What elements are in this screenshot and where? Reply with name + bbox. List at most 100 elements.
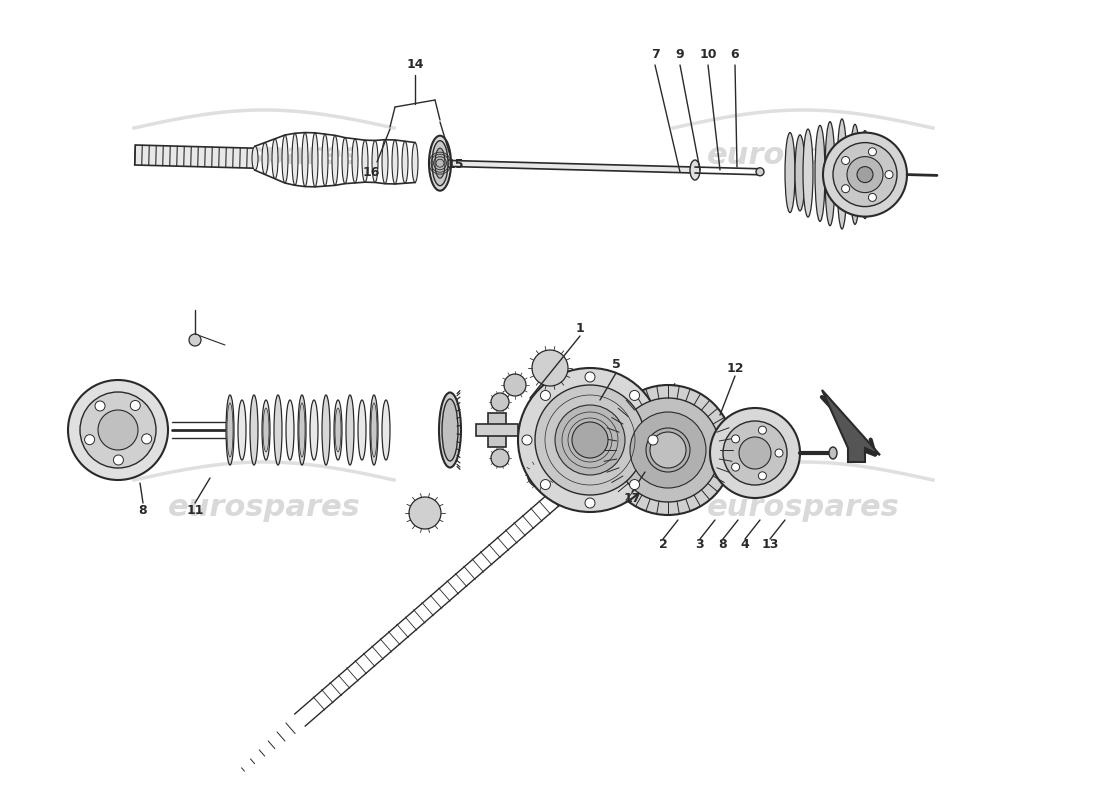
Circle shape bbox=[113, 455, 123, 465]
Circle shape bbox=[758, 426, 767, 434]
Text: 6: 6 bbox=[730, 49, 739, 62]
Circle shape bbox=[650, 432, 686, 468]
Circle shape bbox=[409, 497, 441, 529]
Circle shape bbox=[710, 408, 800, 498]
Circle shape bbox=[189, 334, 201, 346]
Ellipse shape bbox=[227, 403, 233, 457]
Ellipse shape bbox=[238, 400, 246, 460]
Circle shape bbox=[732, 463, 739, 471]
Ellipse shape bbox=[322, 395, 330, 465]
Polygon shape bbox=[451, 161, 695, 173]
Text: 9: 9 bbox=[675, 49, 684, 62]
Circle shape bbox=[532, 350, 568, 386]
Circle shape bbox=[847, 157, 883, 193]
Ellipse shape bbox=[442, 399, 458, 461]
Circle shape bbox=[842, 157, 849, 165]
Ellipse shape bbox=[491, 393, 509, 411]
Ellipse shape bbox=[372, 141, 378, 182]
Circle shape bbox=[732, 435, 739, 443]
Text: 17: 17 bbox=[624, 491, 640, 505]
Circle shape bbox=[886, 170, 893, 178]
Ellipse shape bbox=[850, 124, 860, 224]
Ellipse shape bbox=[434, 148, 446, 178]
Ellipse shape bbox=[322, 134, 328, 186]
Ellipse shape bbox=[299, 403, 305, 457]
Ellipse shape bbox=[302, 133, 308, 186]
Circle shape bbox=[130, 401, 141, 410]
Ellipse shape bbox=[358, 400, 366, 460]
Circle shape bbox=[603, 385, 733, 515]
Ellipse shape bbox=[334, 400, 342, 460]
Circle shape bbox=[540, 479, 550, 490]
Ellipse shape bbox=[491, 449, 509, 467]
Ellipse shape bbox=[412, 142, 418, 182]
Ellipse shape bbox=[250, 395, 258, 465]
Ellipse shape bbox=[310, 400, 318, 460]
Ellipse shape bbox=[262, 142, 268, 174]
Text: 11: 11 bbox=[186, 503, 204, 517]
Circle shape bbox=[142, 434, 152, 444]
Text: 16: 16 bbox=[362, 166, 380, 178]
Text: 2: 2 bbox=[659, 538, 668, 551]
Text: 3: 3 bbox=[695, 538, 704, 551]
Circle shape bbox=[85, 434, 95, 445]
Ellipse shape bbox=[429, 136, 451, 190]
Bar bbox=[476, 424, 518, 436]
Ellipse shape bbox=[122, 382, 134, 478]
Circle shape bbox=[776, 449, 783, 457]
Ellipse shape bbox=[815, 126, 825, 222]
Ellipse shape bbox=[690, 160, 700, 180]
Circle shape bbox=[629, 479, 639, 490]
Ellipse shape bbox=[274, 395, 282, 465]
Circle shape bbox=[80, 392, 156, 468]
Text: eurospares: eurospares bbox=[167, 494, 361, 522]
Ellipse shape bbox=[825, 122, 835, 226]
Ellipse shape bbox=[332, 135, 338, 186]
Circle shape bbox=[616, 398, 721, 502]
Circle shape bbox=[758, 472, 767, 480]
Text: eurospares: eurospares bbox=[706, 142, 900, 170]
Ellipse shape bbox=[370, 395, 378, 465]
Circle shape bbox=[556, 405, 625, 475]
Circle shape bbox=[98, 410, 138, 450]
Text: 12: 12 bbox=[726, 362, 744, 374]
Ellipse shape bbox=[829, 447, 837, 459]
Ellipse shape bbox=[392, 140, 398, 184]
Circle shape bbox=[68, 380, 168, 480]
Ellipse shape bbox=[382, 140, 388, 184]
Circle shape bbox=[95, 401, 104, 411]
Ellipse shape bbox=[795, 135, 805, 211]
Ellipse shape bbox=[286, 400, 294, 460]
Circle shape bbox=[585, 372, 595, 382]
Ellipse shape bbox=[362, 140, 369, 182]
Text: 10: 10 bbox=[700, 49, 717, 62]
Circle shape bbox=[648, 435, 658, 445]
Ellipse shape bbox=[298, 395, 306, 465]
Ellipse shape bbox=[272, 138, 278, 178]
Polygon shape bbox=[822, 390, 880, 462]
Ellipse shape bbox=[439, 393, 461, 467]
Circle shape bbox=[842, 185, 849, 193]
Text: 13: 13 bbox=[761, 538, 779, 551]
Ellipse shape bbox=[803, 129, 813, 217]
Ellipse shape bbox=[346, 395, 354, 465]
Polygon shape bbox=[134, 145, 255, 168]
Text: 7: 7 bbox=[650, 49, 659, 62]
Circle shape bbox=[868, 148, 877, 156]
Circle shape bbox=[572, 422, 608, 458]
Circle shape bbox=[629, 390, 639, 401]
Circle shape bbox=[585, 498, 595, 508]
Circle shape bbox=[739, 437, 771, 469]
Circle shape bbox=[535, 385, 645, 495]
Circle shape bbox=[823, 133, 907, 217]
Ellipse shape bbox=[252, 146, 258, 170]
Ellipse shape bbox=[342, 138, 348, 184]
Text: eurospares: eurospares bbox=[706, 494, 900, 522]
Ellipse shape bbox=[282, 135, 288, 183]
Text: 5: 5 bbox=[612, 358, 620, 371]
Ellipse shape bbox=[371, 403, 377, 457]
Text: 8: 8 bbox=[139, 503, 147, 517]
Text: 4: 4 bbox=[740, 538, 749, 551]
Circle shape bbox=[756, 168, 764, 176]
Ellipse shape bbox=[528, 462, 552, 487]
